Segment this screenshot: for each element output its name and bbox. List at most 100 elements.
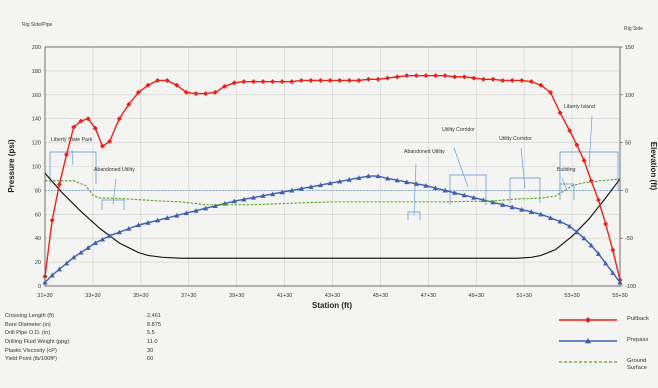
x-tick-label: 51+30 bbox=[516, 293, 531, 299]
axes: 0 20 40 60 80 100 120 140 160 180 200 31+30 33+30 35+… bbox=[32, 45, 636, 299]
x-tick-label: 39+30 bbox=[229, 293, 244, 299]
y-tick-label: 180 bbox=[32, 69, 41, 75]
y-unit-label-right: Rig Side bbox=[624, 26, 643, 32]
pullback-point bbox=[155, 77, 161, 83]
prepass-point bbox=[85, 245, 91, 250]
parameter-row: Yield Point (lb/100ft²) 60 bbox=[5, 355, 177, 364]
prepass-point bbox=[279, 189, 285, 195]
y-tick-label: 60 bbox=[35, 212, 41, 218]
prepass-point bbox=[202, 205, 209, 211]
pullback-point bbox=[461, 74, 467, 80]
parameter-label: Plastic Viscosity (cP) bbox=[5, 347, 57, 354]
prepass-point bbox=[490, 199, 496, 205]
parameter-label: Yield Point (lb/100ft²) bbox=[5, 356, 58, 363]
prepass-point bbox=[155, 217, 161, 223]
parameter-value: 11.0 bbox=[147, 339, 158, 346]
pullback-point bbox=[231, 80, 237, 86]
y-tick-label: 140 bbox=[32, 117, 41, 123]
prepass-point bbox=[394, 177, 400, 183]
parameter-value: 8.875 bbox=[147, 321, 161, 328]
prepass-point bbox=[164, 215, 170, 220]
pullback-point bbox=[471, 75, 477, 81]
pullback-point bbox=[183, 89, 189, 95]
annotation-bracket bbox=[101, 199, 125, 210]
x-tick-label: 41+30 bbox=[277, 293, 292, 299]
x-tick-label: 45+30 bbox=[373, 293, 388, 299]
pullback-point bbox=[327, 77, 333, 83]
pullback-point bbox=[279, 79, 285, 85]
pullback-point bbox=[203, 91, 209, 97]
prepass-point bbox=[500, 202, 506, 207]
prepass-point bbox=[71, 254, 77, 260]
parameter-row: Crossing Length (ft) 2,461 bbox=[5, 312, 177, 321]
y-unit-label-left: Rig Side/Pipe bbox=[22, 22, 53, 28]
prepass-point bbox=[603, 260, 609, 266]
pullback-point bbox=[385, 75, 391, 81]
y-tick-label: 20 bbox=[35, 260, 41, 266]
y2-tick-label: 50 bbox=[625, 141, 631, 147]
prepass-point bbox=[547, 215, 554, 220]
parameter-value: 30 bbox=[147, 347, 154, 354]
parameter-value: 2,461 bbox=[147, 313, 161, 319]
prepass-point bbox=[49, 272, 55, 278]
prepass-point bbox=[260, 193, 266, 198]
pullback-point bbox=[610, 247, 616, 253]
annotation-label: Utility Corridor bbox=[499, 136, 532, 142]
pullback-point bbox=[318, 77, 324, 83]
x-tick-label: 35+30 bbox=[133, 293, 148, 299]
prepass-point bbox=[452, 190, 458, 195]
pullback-point bbox=[346, 77, 352, 83]
parameter-label: Drill Pipe O.D. (in) bbox=[5, 330, 51, 337]
x-tick-label: 43+30 bbox=[325, 293, 340, 299]
pullback-point bbox=[193, 91, 199, 97]
prepass-point bbox=[231, 198, 237, 204]
y2-axis-title: Elevation (ft) bbox=[649, 142, 658, 191]
y2-tick-label: -100 bbox=[625, 284, 636, 290]
prepass-point bbox=[567, 223, 573, 229]
prepass-point bbox=[574, 229, 580, 235]
pullback-point bbox=[528, 79, 534, 85]
x-tick-label: 47+30 bbox=[421, 293, 436, 299]
prepass-point bbox=[116, 229, 122, 235]
legend-marker bbox=[585, 338, 591, 344]
pullback-point bbox=[270, 79, 276, 85]
prepass-point bbox=[538, 211, 544, 217]
legend-swatch bbox=[559, 338, 617, 344]
prepass-point bbox=[509, 204, 515, 210]
y-tick-label: 120 bbox=[32, 141, 41, 147]
legend-label: Pullback bbox=[627, 316, 649, 322]
pullback-point bbox=[174, 82, 180, 88]
prepass-point bbox=[365, 173, 372, 179]
annotation-bracket bbox=[559, 151, 619, 190]
annotation-leader bbox=[520, 147, 526, 189]
prepass-point bbox=[375, 173, 381, 179]
prepass-point bbox=[92, 240, 98, 246]
pullback-point bbox=[442, 73, 448, 79]
prepass-point bbox=[107, 233, 113, 238]
pullback-point bbox=[581, 158, 587, 164]
pullback-point bbox=[56, 181, 62, 187]
plot-frame bbox=[44, 46, 621, 287]
prepass-point bbox=[413, 181, 419, 186]
annotation-label: Abandoned Utility bbox=[404, 149, 445, 155]
pullback-point bbox=[548, 89, 554, 95]
pullback-point bbox=[145, 82, 151, 88]
annotation-bracket bbox=[509, 177, 541, 203]
y2-tick-label: 150 bbox=[625, 45, 634, 51]
annotation-label: Abandoned Utility bbox=[94, 167, 135, 173]
prepass-point bbox=[327, 180, 333, 186]
pullback-point bbox=[116, 116, 122, 122]
legend-item: Ground Surface bbox=[555, 352, 655, 372]
annotation-leader bbox=[588, 115, 593, 168]
series-line-ground-surface bbox=[45, 178, 621, 206]
pullback-point bbox=[394, 74, 400, 80]
parameter-row: Plastic Viscosity (cP) 30 bbox=[5, 347, 177, 356]
prepass-point bbox=[78, 249, 84, 255]
prepass-point bbox=[308, 184, 314, 189]
prepass-point bbox=[135, 222, 142, 228]
pullback-point bbox=[404, 73, 410, 79]
prepass-point bbox=[528, 209, 534, 214]
x-axis-title: Station (ft) bbox=[312, 301, 352, 310]
legend-swatch bbox=[559, 317, 617, 323]
